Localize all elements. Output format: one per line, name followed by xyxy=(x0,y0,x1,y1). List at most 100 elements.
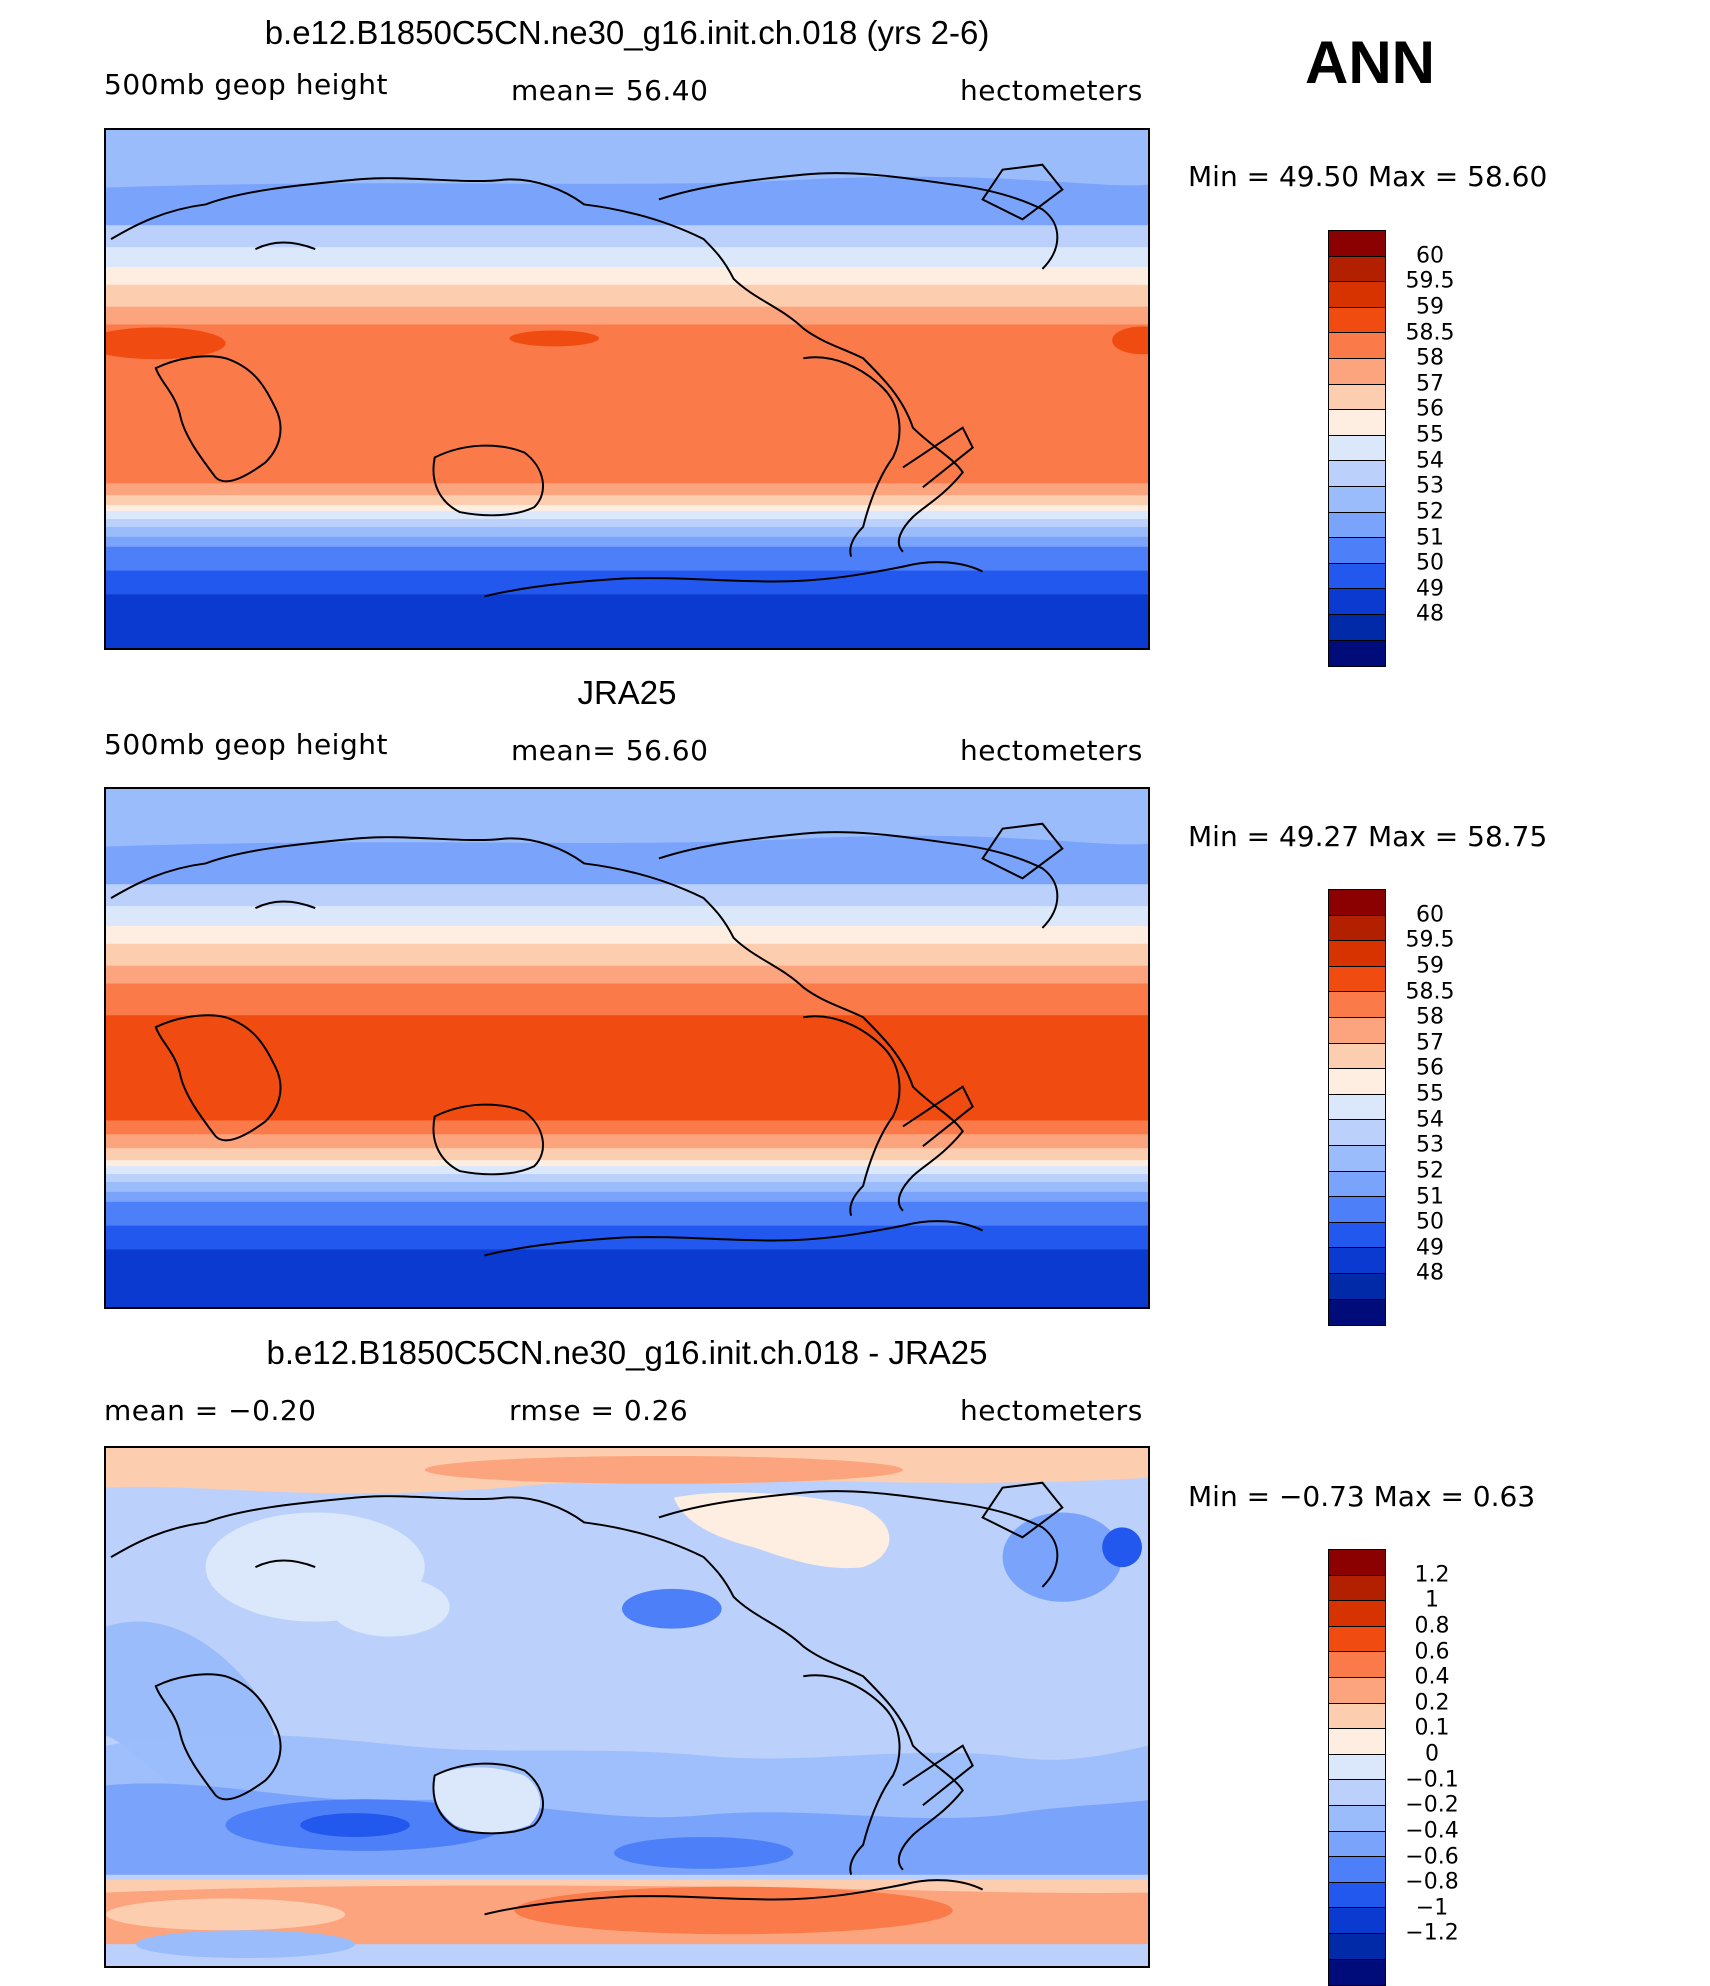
colorbar-box xyxy=(1329,1652,1385,1678)
panel-3-colorbar xyxy=(1328,1549,1386,1986)
colorbar-box xyxy=(1329,1197,1385,1223)
colorbar-box xyxy=(1329,1780,1385,1806)
colorbar-tick: 0.6 xyxy=(1414,1639,1450,1665)
colorbar-tick: 60 xyxy=(1416,243,1444,269)
colorbar-tick: 0.2 xyxy=(1414,1690,1450,1716)
panel-1-colorbar xyxy=(1328,230,1386,668)
colorbar-box xyxy=(1329,358,1385,385)
panel-2-title: JRA25 xyxy=(577,674,677,711)
colorbar-box xyxy=(1329,563,1385,590)
colorbar-tick: 59.5 xyxy=(1405,927,1455,953)
colorbar-box xyxy=(1329,1677,1385,1704)
colorbar-box xyxy=(1329,915,1385,942)
colorbar-box xyxy=(1329,1043,1385,1070)
colorbar-tick: 56 xyxy=(1416,396,1444,422)
colorbar-tick: 1 xyxy=(1425,1587,1439,1613)
colorbar-tick: −0.8 xyxy=(1405,1869,1459,1895)
colorbar-box xyxy=(1329,384,1385,411)
colorbar-box xyxy=(1329,1145,1385,1172)
colorbar-tick: 48 xyxy=(1416,601,1444,627)
colorbar-tick: 53 xyxy=(1416,473,1444,499)
colorbar-box xyxy=(1329,966,1385,993)
colorbar-tick: 59 xyxy=(1416,953,1444,979)
colorbar-box xyxy=(1329,1017,1385,1044)
colorbar-box xyxy=(1329,1273,1385,1300)
panel-1-contour-plot xyxy=(106,130,1148,648)
colorbar-box xyxy=(1329,1120,1385,1146)
colorbar-box xyxy=(1329,1299,1385,1326)
colorbar-tick: 59.5 xyxy=(1405,268,1455,294)
season-label: ANN xyxy=(1305,29,1435,96)
colorbar-tick: 58 xyxy=(1416,1004,1444,1030)
panel-1-units-label: hectometers xyxy=(960,74,1143,107)
colorbar-tick: −0.6 xyxy=(1405,1844,1459,1870)
colorbar-box xyxy=(1329,282,1385,308)
colorbar-tick: 60 xyxy=(1416,902,1444,928)
panel-3-map xyxy=(104,1446,1150,1968)
colorbar-tick: 59 xyxy=(1416,294,1444,320)
colorbar-tick: 53 xyxy=(1416,1132,1444,1158)
panel-3-units-label: hectometers xyxy=(960,1394,1143,1427)
colorbar-tick: 1.2 xyxy=(1414,1562,1450,1588)
panel-2-minmax: Min = 49.27 Max = 58.75 xyxy=(1188,820,1548,853)
colorbar-box xyxy=(1329,1069,1385,1095)
colorbar-tick: 0 xyxy=(1425,1741,1439,1767)
colorbar-box xyxy=(1329,614,1385,641)
panel-1-title: b.e12.B1850C5CN.ne30_g16.init.ch.018 (yr… xyxy=(264,14,990,51)
colorbar-tick: −0.4 xyxy=(1405,1818,1459,1844)
panel-3-title: b.e12.B1850C5CN.ne30_g16.init.ch.018 - J… xyxy=(266,1334,988,1371)
colorbar-box xyxy=(1329,486,1385,513)
colorbar-tick: 54 xyxy=(1416,448,1444,474)
colorbar-box xyxy=(1329,461,1385,487)
colorbar-tick: −0.2 xyxy=(1405,1792,1459,1818)
colorbar-box xyxy=(1329,231,1385,257)
colorbar-tick: 55 xyxy=(1416,422,1444,448)
colorbar-box xyxy=(1329,1703,1385,1730)
panel-1-map xyxy=(104,128,1150,650)
colorbar-tick: 57 xyxy=(1416,1030,1444,1056)
panel-2-variable-label: 500mb geop height xyxy=(104,728,388,761)
colorbar-tick: −1.2 xyxy=(1405,1920,1459,1946)
colorbar-tick: 58.5 xyxy=(1405,979,1455,1005)
colorbar-box xyxy=(1329,1857,1385,1883)
panel-3-minmax: Min = −0.73 Max = 0.63 xyxy=(1188,1480,1536,1513)
colorbar-box xyxy=(1329,538,1385,564)
panel-2-colorbar xyxy=(1328,889,1386,1327)
colorbar-box xyxy=(1329,992,1385,1018)
colorbar-tick: 50 xyxy=(1416,550,1444,576)
colorbar-box xyxy=(1329,333,1385,359)
colorbar-box xyxy=(1329,1959,1385,1986)
colorbar-box xyxy=(1329,1831,1385,1858)
colorbar-tick: −1 xyxy=(1415,1895,1449,1921)
colorbar-box xyxy=(1329,1908,1385,1934)
colorbar-tick: 48 xyxy=(1416,1260,1444,1286)
panel-2-units-label: hectometers xyxy=(960,734,1143,767)
colorbar-tick: 55 xyxy=(1416,1081,1444,1107)
panel-2-mean-label: mean= 56.60 xyxy=(511,734,709,767)
colorbar-box xyxy=(1329,1754,1385,1781)
colorbar-tick: 49 xyxy=(1416,1235,1444,1261)
colorbar-box xyxy=(1329,307,1385,334)
colorbar-box xyxy=(1329,512,1385,539)
colorbar-box xyxy=(1329,890,1385,916)
colorbar-tick: 58.5 xyxy=(1405,320,1455,346)
colorbar-box xyxy=(1329,1626,1385,1653)
panel-3-contour-plot xyxy=(106,1448,1148,1966)
colorbar-box xyxy=(1329,410,1385,436)
colorbar-tick: 0.4 xyxy=(1414,1664,1450,1690)
colorbar-tick: 57 xyxy=(1416,371,1444,397)
colorbar-tick: 49 xyxy=(1416,576,1444,602)
colorbar-tick: −0.1 xyxy=(1405,1767,1459,1793)
colorbar-box xyxy=(1329,1094,1385,1121)
colorbar-box xyxy=(1329,256,1385,283)
panel-2-map xyxy=(104,787,1150,1309)
colorbar-tick: 0.1 xyxy=(1414,1715,1450,1741)
colorbar-box xyxy=(1329,1729,1385,1755)
colorbar-tick: 0.8 xyxy=(1414,1613,1450,1639)
colorbar-box xyxy=(1329,1171,1385,1198)
panel-1-mean-label: mean= 56.40 xyxy=(511,74,709,107)
colorbar-tick: 50 xyxy=(1416,1209,1444,1235)
colorbar-box xyxy=(1329,1933,1385,1960)
colorbar-tick: 52 xyxy=(1416,1158,1444,1184)
colorbar-tick: 58 xyxy=(1416,345,1444,371)
